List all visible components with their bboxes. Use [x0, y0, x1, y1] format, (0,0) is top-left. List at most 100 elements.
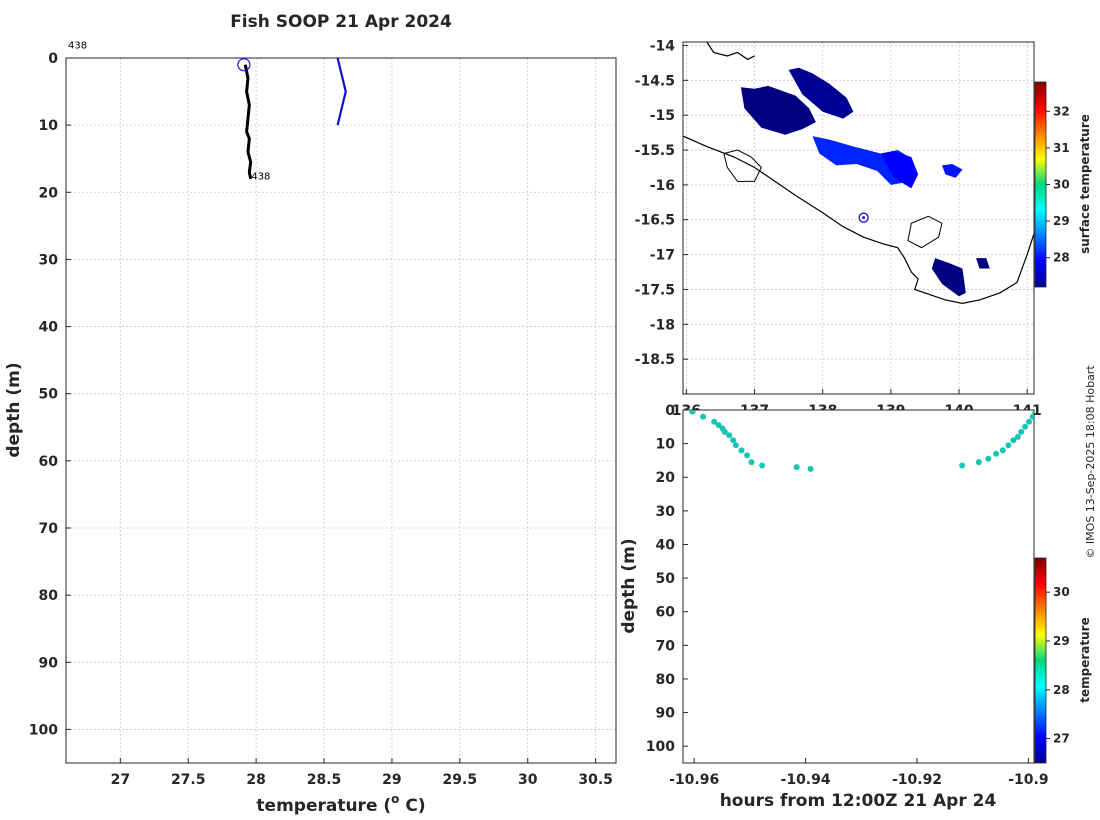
map-ship-marker — [858, 212, 869, 223]
section-x-tick-label: -10.9 — [1008, 772, 1048, 788]
profile-y-tick-label: 0 — [48, 51, 58, 67]
map-colorbar-label: surface temperature — [1078, 114, 1092, 254]
section-y-axis-label: depth (m) — [619, 538, 639, 633]
section-data-point — [807, 465, 814, 472]
section-data-point — [975, 459, 982, 466]
section-colorbar-ticks: 27 28 29 30 — [1046, 585, 1070, 746]
profile-x-tick-label: 30.5 — [578, 772, 613, 788]
section-y-tick-label: 10 — [656, 437, 676, 453]
section-y-ticks: 0 10 20 30 40 50 60 70 80 90 100 — [646, 403, 688, 755]
profile-x-ticks: 27 27.5 28 28.5 29 29.5 30 30.5 — [111, 758, 613, 788]
section-data-point — [711, 418, 718, 425]
profile-x-tick-label: 27 — [111, 772, 130, 788]
profile-y-tick-label: 40 — [39, 320, 59, 336]
profile-x-tick-label: 29 — [382, 772, 401, 788]
section-colorbar-label: temperature — [1078, 617, 1092, 702]
section-x-ticks: -10.96 -10.94 -10.92 -10.9 — [669, 758, 1049, 788]
map-sst-patch — [976, 258, 990, 269]
map-sst-patch — [788, 67, 854, 119]
section-data-point — [1014, 433, 1021, 440]
section-colorbar-tick-label: 28 — [1053, 683, 1070, 697]
section-colorbar-tick-label: 29 — [1053, 634, 1070, 648]
section-data-point — [993, 450, 1000, 457]
section-background — [683, 410, 1034, 763]
profile-y-tick-label: 60 — [39, 454, 59, 470]
map-y-tick-label: -18 — [650, 317, 675, 333]
profile-start-marker — [237, 58, 251, 72]
profile-y-tick-label: 70 — [39, 521, 59, 537]
section-data-point — [1010, 437, 1017, 444]
section-data-point — [700, 413, 707, 420]
map-panel: 136137138139140141 -14-14.5-15-15.5-16-1… — [635, 38, 1092, 419]
profile-axes-box — [65, 57, 617, 764]
map-coastline — [683, 42, 1034, 304]
section-y-tick-label: 50 — [656, 571, 676, 587]
section-colorbar-tick-label: 27 — [1053, 732, 1070, 746]
credit-text: © IMOS 13-Sep-2025 18:08 Hobart — [1084, 365, 1097, 559]
section-data-point — [1025, 418, 1032, 425]
section-data-point — [1032, 410, 1034, 417]
map-y-tick-label: -17.5 — [635, 282, 675, 298]
map-colorbar-tick-label: 29 — [1053, 214, 1070, 228]
section-y-tick-label: 0 — [665, 403, 675, 419]
profile-y-tick-label: 20 — [39, 185, 59, 201]
map-y-tick-label: -14.5 — [635, 73, 675, 89]
map-y-tick-label: -16.5 — [635, 213, 675, 229]
profile-annotation: 438 — [251, 172, 270, 183]
profile-annotation: 438 — [68, 41, 87, 52]
section-y-tick-label: 20 — [656, 470, 676, 486]
map-y-tick-label: -15.5 — [635, 143, 675, 159]
map-y-tick-label: -14 — [650, 38, 676, 54]
section-y-tick-label: 80 — [656, 672, 676, 688]
profile-y-tick-label: 90 — [39, 655, 59, 671]
map-y-ticks: -14 -14.5 -15 -15.5 -16 -16.5 -17 -17.5 -18 -18.5 — [635, 38, 688, 368]
section-x-tick-label: -10.92 — [892, 772, 942, 788]
section-y-tick-label: 70 — [656, 638, 676, 654]
map-sst-field — [740, 67, 990, 297]
section-data-point — [793, 464, 800, 471]
xlabel-main: temperature ( — [256, 796, 391, 816]
xlabel-superscript: o — [391, 792, 399, 806]
section-y-tick-label: 90 — [656, 706, 676, 722]
map-colorbar-tick-label: 30 — [1053, 178, 1070, 192]
profile-y-tick-label: 50 — [39, 387, 59, 403]
section-data-point — [715, 422, 722, 429]
section-points — [689, 410, 1034, 472]
section-x-tick-label: -10.96 — [669, 772, 719, 788]
map-coastline-main — [683, 135, 1034, 304]
profile-x-tick-label: 30 — [518, 772, 538, 788]
map-y-tick-label: -17 — [650, 248, 675, 264]
map-sst-patch — [740, 85, 816, 135]
section-y-tick-label: 30 — [656, 504, 676, 520]
section-data-point — [1005, 442, 1012, 449]
map-ship-dot — [862, 216, 866, 220]
section-data-point — [732, 442, 739, 449]
section-x-axis-label: hours from 12:00Z 21 Apr 24 — [720, 791, 997, 811]
profile-y-tick-label: 10 — [39, 118, 59, 134]
profile-panel: 27 27.5 28 28.5 29 29.5 30 30.5 0 10 20 30 40 50 60 70… — [4, 41, 617, 816]
reference-series-line — [336, 58, 347, 126]
map-colorbar-ticks: 28 29 30 31 32 — [1046, 104, 1070, 265]
profile-x-tick-label: 28.5 — [307, 772, 342, 788]
map-axes-box — [682, 41, 1035, 395]
section-colorbar-tick-label: 30 — [1053, 585, 1070, 599]
section-y-tick-label: 40 — [656, 537, 676, 553]
section-colorbar — [1034, 557, 1047, 764]
map-sst-patch — [880, 151, 919, 189]
map-y-tick-label: -15 — [650, 108, 675, 124]
map-island-outline — [723, 149, 762, 182]
figure-title: Fish SOOP 21 Apr 2024 — [230, 12, 452, 32]
section-data-point — [730, 437, 737, 444]
section-data-point — [738, 447, 745, 454]
section-data-point — [959, 462, 966, 469]
section-data-point — [759, 462, 766, 469]
map-sst-patch — [931, 258, 966, 297]
profile-x-tick-label: 29.5 — [443, 772, 478, 788]
section-data-point — [689, 410, 696, 415]
section-data-point — [721, 428, 728, 435]
xlabel-tail: C) — [399, 796, 425, 816]
section-data-point — [748, 459, 755, 466]
profile-annotations: 438 438 — [68, 41, 270, 183]
section-data-point — [744, 452, 751, 459]
